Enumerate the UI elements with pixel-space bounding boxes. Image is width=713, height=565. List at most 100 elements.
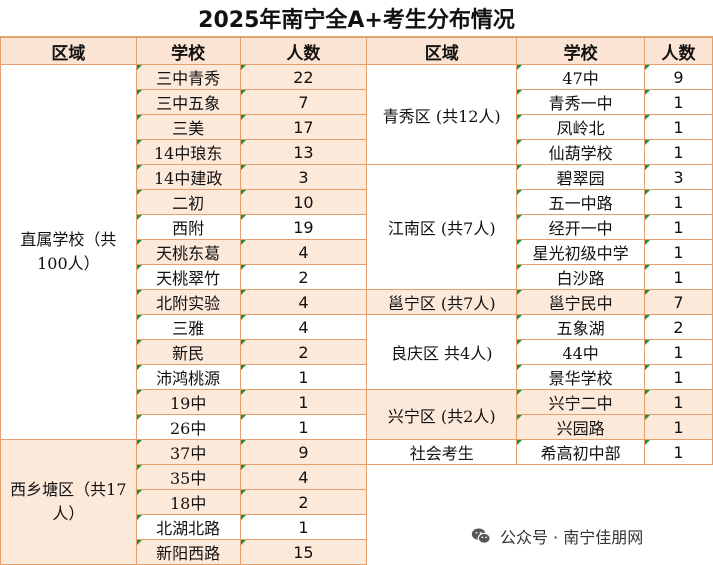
school-cell[interactable]: 白沙路 xyxy=(516,264,646,290)
wechat-icon xyxy=(471,528,491,544)
school-cell[interactable]: 兴园路 xyxy=(516,414,646,440)
count-cell[interactable]: 1 xyxy=(644,414,713,440)
school-cell[interactable]: 二初 xyxy=(135,189,241,215)
count-cell[interactable]: 13 xyxy=(239,139,368,165)
watermark: 公众号 · 南宁佳朋网 xyxy=(470,522,643,550)
region-cell-jiangnan[interactable]: 江南区 (共7人) xyxy=(366,164,518,290)
school-cell[interactable]: 沛鸿桃源 xyxy=(135,364,241,390)
count-cell[interactable]: 1 xyxy=(239,389,368,415)
header-row: 区域 学校 人数 区域 学校 人数 xyxy=(0,37,713,65)
school-cell[interactable]: 新阳西路 xyxy=(135,539,241,565)
count-cell[interactable]: 1 xyxy=(644,239,713,265)
school-cell[interactable]: 三中五象 xyxy=(135,89,241,115)
count-cell[interactable]: 10 xyxy=(239,189,368,215)
count-cell[interactable]: 15 xyxy=(239,539,368,565)
count-cell[interactable]: 9 xyxy=(644,64,713,90)
empty-area xyxy=(366,464,713,565)
school-cell[interactable]: 兴宁二中 xyxy=(516,389,646,415)
school-cell[interactable]: 五象湖 xyxy=(516,314,646,340)
count-cell[interactable]: 1 xyxy=(644,264,713,290)
count-cell[interactable]: 7 xyxy=(644,289,713,315)
school-cell[interactable]: 37中 xyxy=(135,439,241,465)
count-cell[interactable]: 4 xyxy=(239,314,368,340)
school-cell[interactable]: 三雅 xyxy=(135,314,241,340)
region-cell-direct[interactable]: 直属学校（共100人） xyxy=(0,64,137,440)
region-cell-liangqing[interactable]: 良庆区 共4人) xyxy=(366,314,518,390)
table-row: 三雅 4 良庆区 共4人) 五象湖 2 xyxy=(1,314,713,390)
school-cell[interactable]: 青秀一中 xyxy=(516,89,646,115)
school-cell[interactable]: 西附 xyxy=(135,214,241,240)
school-cell[interactable]: 14中建政 xyxy=(135,164,241,190)
count-cell[interactable]: 3 xyxy=(239,164,368,190)
school-cell[interactable]: 希高初中部 xyxy=(516,439,646,465)
count-cell[interactable]: 1 xyxy=(644,339,713,365)
count-cell[interactable]: 1 xyxy=(644,364,713,390)
school-cell[interactable]: 35中 xyxy=(135,464,241,490)
count-cell[interactable]: 4 xyxy=(239,289,368,315)
count-cell[interactable]: 2 xyxy=(239,339,368,365)
count-cell[interactable]: 7 xyxy=(239,89,368,115)
region-cell-social[interactable]: 社会考生 xyxy=(366,439,518,465)
school-cell[interactable]: 14中琅东 xyxy=(135,139,241,165)
region-cell-yongning[interactable]: 邕宁区 (共7人) xyxy=(366,289,518,315)
count-cell[interactable]: 1 xyxy=(644,114,713,140)
school-cell[interactable]: 天桃翠竹 xyxy=(135,264,241,290)
count-cell[interactable]: 17 xyxy=(239,114,368,140)
school-cell[interactable]: 仙葫学校 xyxy=(516,139,646,165)
school-cell[interactable]: 景华学校 xyxy=(516,364,646,390)
region-cell-xingning[interactable]: 兴宁区 (共2人) xyxy=(366,389,518,440)
school-cell[interactable]: 18中 xyxy=(135,489,241,515)
table-row: 新阳西路 15 xyxy=(1,539,713,565)
header-count: 人数 xyxy=(239,37,368,65)
count-cell[interactable]: 1 xyxy=(239,514,368,540)
page-title: 2025年南宁全A+考生分布情况 xyxy=(198,8,515,33)
school-cell[interactable]: 26中 xyxy=(135,414,241,440)
table-row: 19中 1 兴宁区 (共2人) 兴宁二中 1 xyxy=(1,389,713,440)
table-row: 26中 1 兴园路 1 xyxy=(1,414,713,440)
school-cell[interactable]: 47中 xyxy=(516,64,646,90)
school-cell[interactable]: 新民 xyxy=(135,339,241,365)
count-cell[interactable]: 2 xyxy=(644,314,713,340)
count-cell[interactable]: 1 xyxy=(644,139,713,165)
school-cell[interactable]: 天桃东葛 xyxy=(135,239,241,265)
count-cell[interactable]: 2 xyxy=(239,489,368,515)
region-cell-qingxiu[interactable]: 青秀区 (共12人) xyxy=(366,64,518,165)
count-cell[interactable]: 1 xyxy=(239,364,368,390)
count-cell[interactable]: 1 xyxy=(239,414,368,440)
table-row: 新民 2 44中 1 xyxy=(1,339,713,365)
count-cell[interactable]: 9 xyxy=(239,439,368,465)
school-cell[interactable]: 经开一中 xyxy=(516,214,646,240)
school-cell[interactable]: 碧翠园 xyxy=(516,164,646,190)
school-cell[interactable]: 凤岭北 xyxy=(516,114,646,140)
table-row: 西乡塘区（共17人） 37中 9 社会考生 希高初中部 1 xyxy=(0,439,713,565)
region-cell-xixiang[interactable]: 西乡塘区（共17人） xyxy=(0,439,137,565)
count-cell[interactable]: 2 xyxy=(239,264,368,290)
count-cell[interactable]: 1 xyxy=(644,189,713,215)
count-cell[interactable]: 3 xyxy=(644,164,713,190)
school-cell[interactable]: 44中 xyxy=(516,339,646,365)
table-row: 西附 19 经开一中 1 xyxy=(1,214,713,240)
count-cell[interactable]: 4 xyxy=(239,464,368,490)
school-cell[interactable]: 五一中路 xyxy=(516,189,646,215)
school-cell[interactable]: 北附实验 xyxy=(135,289,241,315)
table-row: 沛鸿桃源 1 景华学校 1 xyxy=(1,364,713,390)
school-cell[interactable]: 三美 xyxy=(135,114,241,140)
school-cell[interactable]: 北湖北路 xyxy=(135,514,241,540)
header-region: 区域 xyxy=(366,37,518,65)
school-cell[interactable]: 三中青秀 xyxy=(135,64,241,90)
count-cell[interactable]: 1 xyxy=(644,389,713,415)
count-cell[interactable]: 22 xyxy=(239,64,368,90)
count-cell[interactable]: 1 xyxy=(644,439,713,465)
count-cell[interactable]: 4 xyxy=(239,239,368,265)
count-cell[interactable]: 1 xyxy=(644,89,713,115)
school-cell[interactable]: 邕宁民中 xyxy=(516,289,646,315)
school-cell[interactable]: 星光初级中学 xyxy=(516,239,646,265)
count-cell[interactable]: 1 xyxy=(644,214,713,240)
school-cell[interactable]: 19中 xyxy=(135,389,241,415)
header-school: 学校 xyxy=(135,37,241,65)
table-row: 二初 10 五一中路 1 xyxy=(1,189,713,215)
header-count: 人数 xyxy=(644,37,713,65)
table-row: 18中 2 xyxy=(1,489,713,515)
count-cell[interactable]: 19 xyxy=(239,214,368,240)
